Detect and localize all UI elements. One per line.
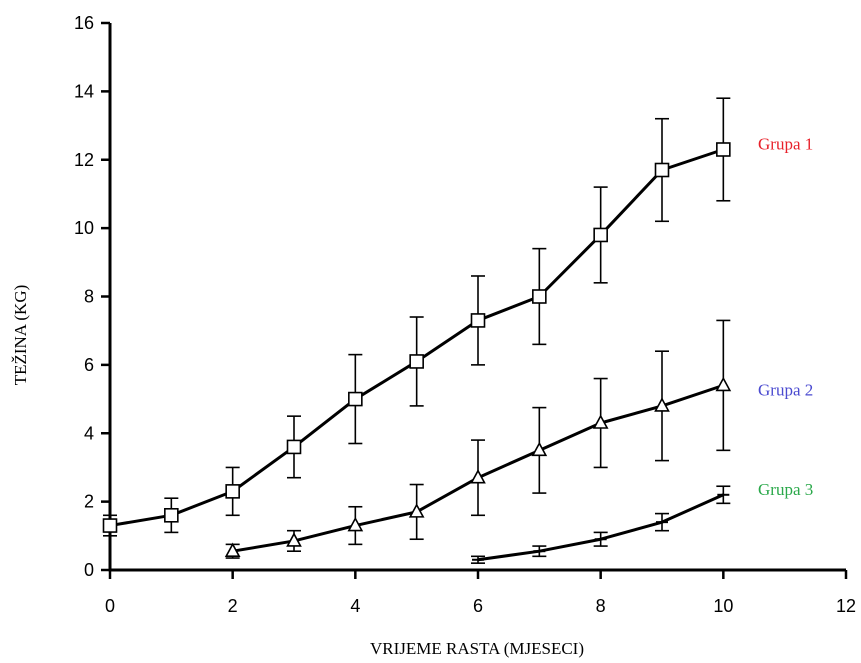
- data-point: [408, 503, 425, 518]
- y-tick-label: 2: [84, 492, 94, 512]
- data-point: [654, 162, 670, 178]
- data-point: [348, 391, 363, 407]
- y-tick-label: 10: [74, 218, 94, 238]
- data-point: [593, 227, 608, 243]
- series-layer: [102, 97, 732, 564]
- data-point: [716, 142, 731, 157]
- data-point: [715, 376, 732, 392]
- data-point: [102, 518, 118, 533]
- y-tick-label: 8: [84, 287, 94, 307]
- data-point: [225, 484, 240, 499]
- y-tick-label: 12: [74, 150, 94, 170]
- data-point: [164, 507, 179, 523]
- x-axis-title: VRIJEME RASTA (MJESECI): [370, 639, 584, 658]
- y-axis-title: TEŽINA (KG): [11, 285, 30, 386]
- data-point: [286, 439, 302, 455]
- y-tick-label: 14: [74, 81, 94, 101]
- y-tick-label: 6: [84, 355, 94, 375]
- y-ticks: 0 2 4 6 8 10 12 14 16: [74, 13, 110, 580]
- series-line: [477, 493, 724, 562]
- x-tick-label: 8: [596, 596, 606, 616]
- legend-label-series-2: Grupa 2: [758, 380, 813, 399]
- legend-label-series-3: Grupa 3: [758, 480, 813, 499]
- data-point: [654, 397, 670, 412]
- x-tick-label: 12: [836, 596, 856, 616]
- x-tick-label: 2: [228, 596, 238, 616]
- data-point: [224, 542, 241, 557]
- legend-label-series-1: Grupa 1: [758, 134, 813, 153]
- series-1: [102, 97, 731, 537]
- data-point: [470, 313, 486, 328]
- data-point: [286, 532, 302, 547]
- data-point: [470, 469, 486, 484]
- x-tick-label: 0: [105, 596, 115, 616]
- x-tick-label: 6: [473, 596, 483, 616]
- x-tick-label: 4: [350, 596, 360, 616]
- axes: 0 2 4 6 8 10 12 14 16 0 2 4 6 8 10 12: [74, 13, 856, 616]
- legend: Grupa 1 Grupa 2 Grupa 3: [758, 134, 813, 498]
- series-3: [471, 485, 731, 564]
- y-tick-label: 4: [84, 423, 94, 443]
- y-tick-label: 0: [84, 560, 94, 580]
- series-2: [224, 319, 732, 559]
- x-tick-label: 10: [713, 596, 733, 616]
- data-point: [592, 414, 609, 429]
- data-point: [347, 516, 364, 532]
- data-point: [531, 441, 548, 457]
- x-ticks: 0 2 4 6 8 10 12: [105, 570, 856, 616]
- data-point: [409, 354, 424, 369]
- data-point: [532, 289, 547, 304]
- y-tick-label: 16: [74, 13, 94, 33]
